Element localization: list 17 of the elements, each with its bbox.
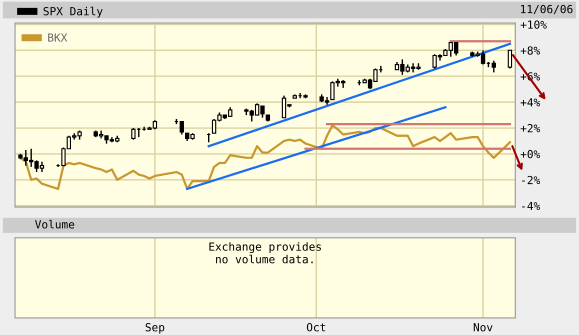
text: Oct [306, 323, 326, 332]
text: Nov [474, 323, 493, 332]
text: Volume [35, 220, 74, 229]
y-tick-label: +8% [520, 46, 540, 55]
y-tick-label: -4% [522, 202, 540, 210]
y-tick-label: +0% [520, 150, 540, 158]
legend-label: SPX Daily [44, 6, 103, 18]
legend-label: BKX [48, 34, 68, 42]
text: Sep [146, 323, 164, 334]
text: 11/06/06 [521, 4, 572, 14]
y-tick-label: -2% [522, 176, 540, 184]
y-tick-label: +2% [520, 124, 540, 132]
candlestick [508, 50, 512, 70]
text: Exchange provides no volume data. [209, 242, 321, 264]
y-tick-label: +10% [520, 20, 547, 29]
line-series [19, 124, 512, 190]
y-tick-label: +4% [520, 98, 540, 106]
